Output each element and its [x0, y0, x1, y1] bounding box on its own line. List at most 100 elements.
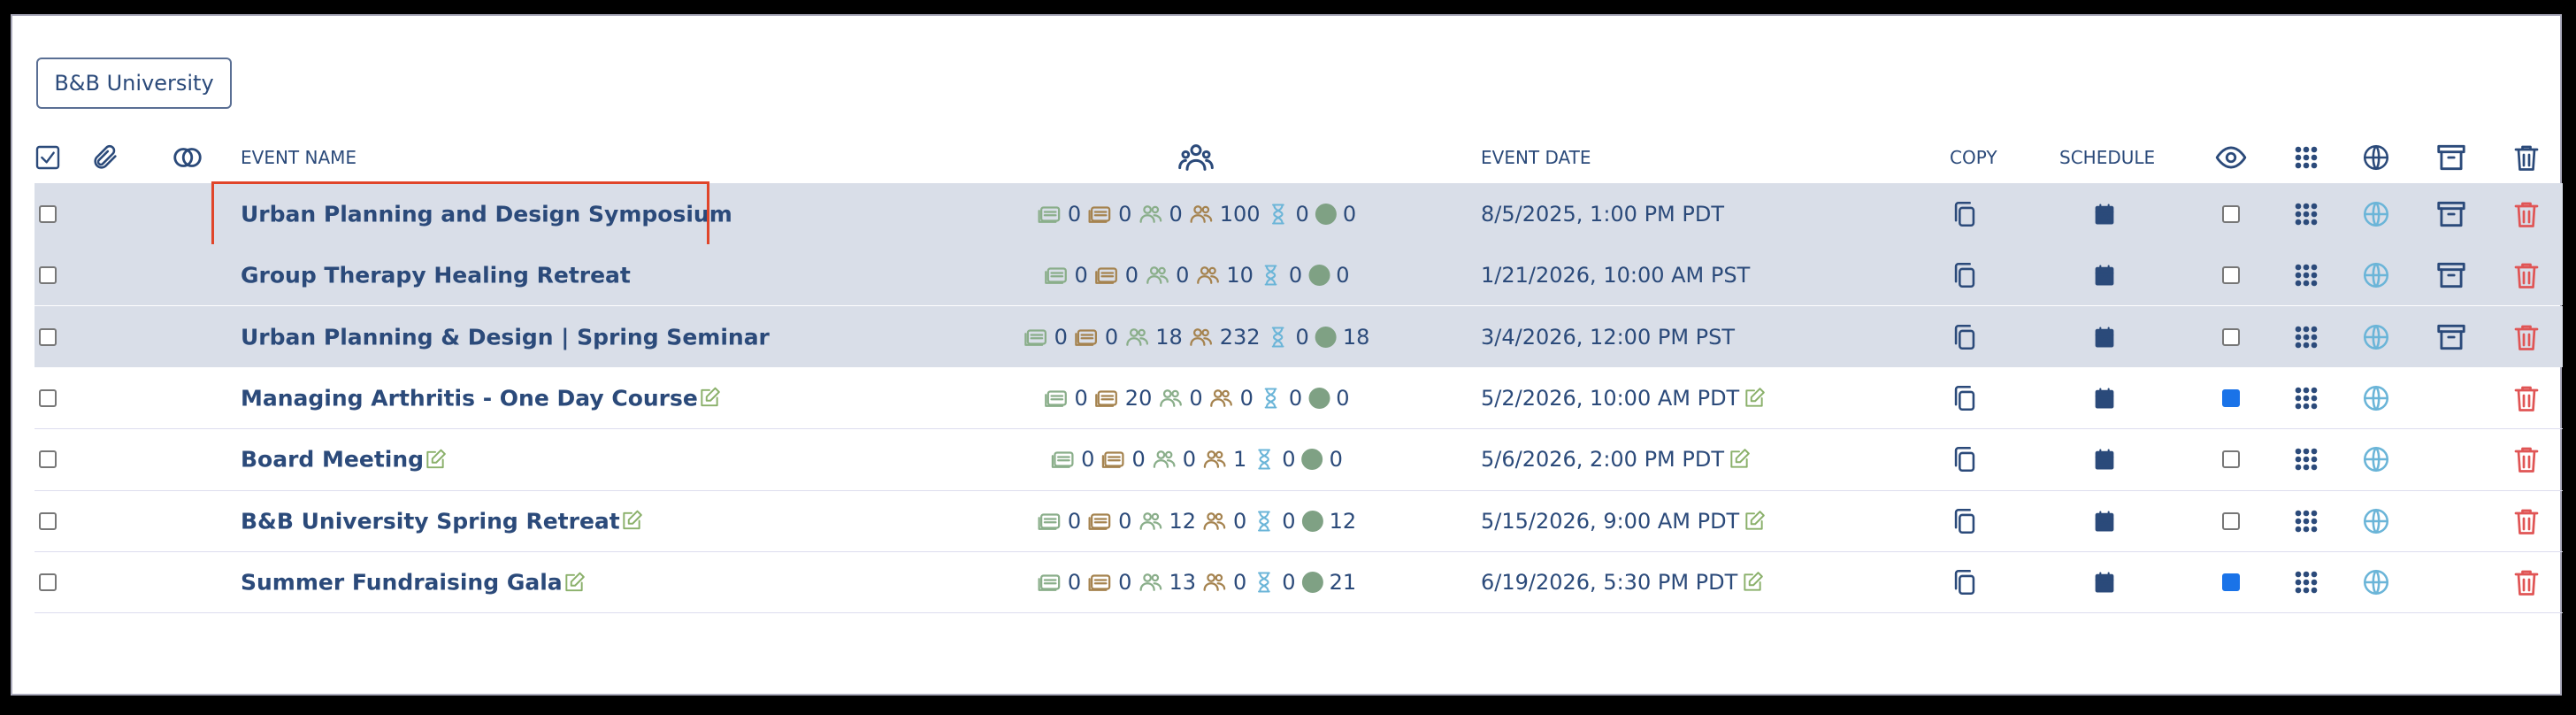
event-name[interactable]: Managing Arthritis - One Day Course — [241, 385, 721, 411]
event-name[interactable]: Summer Fundraising Gala — [241, 570, 586, 596]
icon-part — [2311, 280, 2318, 287]
edit-icon[interactable] — [1741, 571, 1764, 594]
icon-part — [565, 573, 583, 591]
schedule-button[interactable] — [2092, 386, 2117, 411]
event-name[interactable]: Group Therapy Healing Retreat — [241, 263, 631, 288]
grid-button[interactable] — [2295, 264, 2318, 287]
event-name-text[interactable]: Managing Arthritis - One Day Course — [241, 385, 698, 411]
archive-button[interactable] — [2434, 320, 2468, 354]
select-all[interactable] — [34, 143, 62, 172]
archive-button[interactable] — [2434, 258, 2468, 292]
delete-button[interactable] — [2511, 443, 2542, 475]
delete-button[interactable] — [2511, 259, 2542, 291]
copy-button[interactable] — [1950, 322, 1980, 352]
icon-part — [1750, 388, 1766, 403]
event-name[interactable]: Board Meeting — [241, 447, 447, 473]
event-date-text: 3/4/2026, 12:00 PM PST — [1481, 324, 1736, 350]
delete-button[interactable] — [2511, 321, 2542, 353]
copy-button[interactable] — [1950, 199, 1980, 229]
grid-button[interactable] — [2295, 448, 2318, 471]
edit-icon[interactable] — [563, 571, 586, 594]
globe-button[interactable] — [2361, 506, 2391, 536]
globe-button[interactable] — [2361, 444, 2391, 474]
copy-button[interactable] — [1950, 506, 1980, 536]
schedule-button[interactable] — [2092, 509, 2117, 534]
row-checkbox[interactable] — [39, 388, 57, 407]
icon-part — [2440, 150, 2463, 171]
grid-button[interactable] — [2295, 571, 2318, 594]
icon — [1203, 573, 1226, 591]
event-name-text[interactable]: Summer Fundraising Gala — [241, 569, 563, 596]
grid-button[interactable] — [2295, 510, 2318, 533]
globe-button[interactable] — [2361, 383, 2391, 413]
icon-part — [1024, 332, 1044, 346]
icon-part — [2295, 162, 2302, 169]
copy-button[interactable] — [1950, 383, 1980, 413]
schedule-button[interactable] — [2092, 263, 2117, 288]
visible-checkbox[interactable] — [2222, 266, 2240, 285]
globe-button[interactable] — [2361, 322, 2391, 352]
delete-button[interactable] — [2511, 566, 2542, 598]
copy-button[interactable] — [1950, 567, 1980, 597]
delete-button[interactable] — [2511, 198, 2542, 230]
count-icon — [1093, 262, 1120, 288]
globe-button[interactable] — [2361, 260, 2391, 290]
edit-icon[interactable] — [620, 510, 643, 533]
visible-checkbox[interactable] — [2222, 450, 2240, 469]
row-checkbox[interactable] — [39, 511, 57, 530]
event-date-text: 1/21/2026, 10:00 AM PST — [1481, 263, 1751, 288]
copy-button[interactable] — [1950, 260, 1980, 290]
schedule-button[interactable] — [2092, 202, 2117, 227]
schedule-button[interactable] — [2092, 447, 2117, 472]
icon-part — [1954, 385, 1971, 406]
event-name-text[interactable]: Board Meeting — [241, 446, 425, 473]
schedule-button[interactable] — [2092, 325, 2117, 350]
row-checkbox[interactable] — [39, 327, 57, 346]
event-name-text[interactable]: Urban Planning and Design Symposium — [241, 201, 732, 227]
visible-checkbox[interactable] — [2222, 204, 2240, 223]
visible-checkbox[interactable] — [2222, 573, 2240, 592]
globe-button[interactable] — [2361, 567, 2391, 597]
icon-part — [1730, 450, 1748, 468]
row-checkbox[interactable] — [39, 450, 57, 469]
row-checkbox[interactable] — [39, 573, 57, 592]
globe-button[interactable] — [2361, 199, 2391, 229]
icon-part — [1137, 328, 1146, 336]
row-checkbox[interactable] — [39, 204, 57, 223]
edit-icon[interactable] — [424, 448, 447, 471]
icon — [1095, 267, 1118, 284]
edit-icon[interactable] — [1728, 448, 1751, 471]
schedule-button[interactable] — [2092, 570, 2117, 595]
delete-button[interactable] — [2511, 382, 2542, 414]
edit-icon[interactable] — [1743, 510, 1766, 533]
event-name-text[interactable]: B&B University Spring Retreat — [241, 508, 620, 534]
delete-button[interactable] — [2511, 505, 2542, 537]
icon — [1271, 326, 1284, 348]
icon-part — [2295, 280, 2302, 287]
event-name-text[interactable]: Urban Planning & Design | Spring Seminar — [241, 324, 770, 350]
icon-part — [2295, 203, 2302, 209]
archive-button[interactable] — [2434, 197, 2468, 231]
copy-button[interactable] — [1950, 444, 1980, 474]
visible-checkbox[interactable] — [2222, 327, 2240, 346]
icon-part — [1040, 574, 1061, 590]
row-checkbox[interactable] — [39, 266, 57, 285]
icon — [2514, 447, 2539, 473]
event-name[interactable]: B&B University Spring Retreat — [241, 508, 643, 534]
edit-icon[interactable] — [698, 387, 721, 410]
icon-part — [35, 145, 60, 170]
edit-icon[interactable] — [1743, 387, 1766, 410]
icon-part — [2311, 448, 2318, 455]
icon — [1146, 266, 1169, 284]
icon-part — [701, 389, 718, 407]
icon-part — [2311, 334, 2318, 340]
event-name-text[interactable]: Group Therapy Healing Retreat — [241, 262, 631, 288]
grid-button[interactable] — [2295, 326, 2318, 349]
grid-button[interactable] — [2295, 387, 2318, 410]
visible-checkbox[interactable] — [2222, 511, 2240, 530]
org-button[interactable]: B&B University — [36, 58, 232, 109]
visible-checkbox[interactable] — [2222, 388, 2240, 407]
event-name[interactable]: Urban Planning & Design | Spring Seminar — [241, 324, 770, 350]
grid-button[interactable] — [2295, 203, 2318, 226]
event-name[interactable]: Urban Planning and Design Symposium — [241, 201, 732, 227]
